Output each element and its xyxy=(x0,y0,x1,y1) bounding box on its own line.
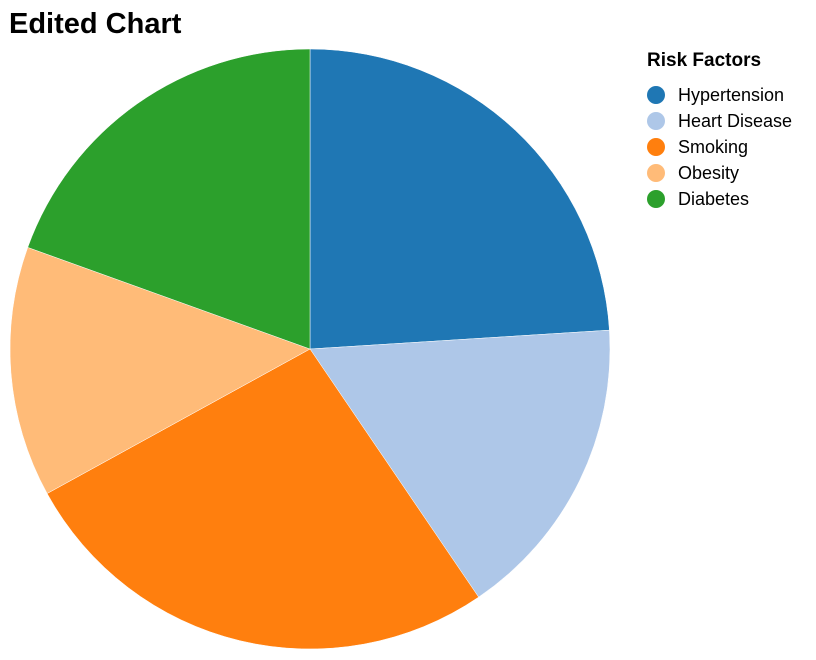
legend-item-diabetes: Diabetes xyxy=(647,186,792,212)
legend-swatch-obesity xyxy=(647,164,665,182)
pie-slice-obesity xyxy=(9,247,311,494)
legend: Risk Factors Hypertension Heart Disease Sm… xyxy=(647,50,792,212)
legend-label-heart-disease: Heart Disease xyxy=(678,110,793,131)
legend-label-smoking: Smoking xyxy=(678,136,749,157)
pie-slice-smoking xyxy=(46,348,479,650)
legend-item-hypertension: Hypertension xyxy=(647,82,792,108)
legend-items: Hypertension Heart Disease Smoking Obesity D… xyxy=(647,82,792,212)
legend-swatch-smoking xyxy=(647,138,665,156)
legend-label-obesity: Obesity xyxy=(678,162,740,183)
legend-label-diabetes: Diabetes xyxy=(678,188,750,209)
legend-label-hypertension: Hypertension xyxy=(678,84,785,105)
chart-title: Edited Chart xyxy=(9,8,182,40)
pie-slices xyxy=(9,48,611,650)
legend-item-smoking: Smoking xyxy=(647,134,792,160)
pie-slice-diabetes xyxy=(27,48,311,350)
legend-title: Risk Factors xyxy=(647,50,762,71)
pie-slice-heart-disease xyxy=(309,329,611,598)
legend-swatch-hypertension xyxy=(647,86,665,104)
legend-swatch-heart-disease xyxy=(647,112,665,130)
legend-item-obesity: Obesity xyxy=(647,160,792,186)
legend-swatch-diabetes xyxy=(647,190,665,208)
pie-slice-hypertension xyxy=(309,48,610,350)
legend-item-heart-disease: Heart Disease xyxy=(647,108,792,134)
